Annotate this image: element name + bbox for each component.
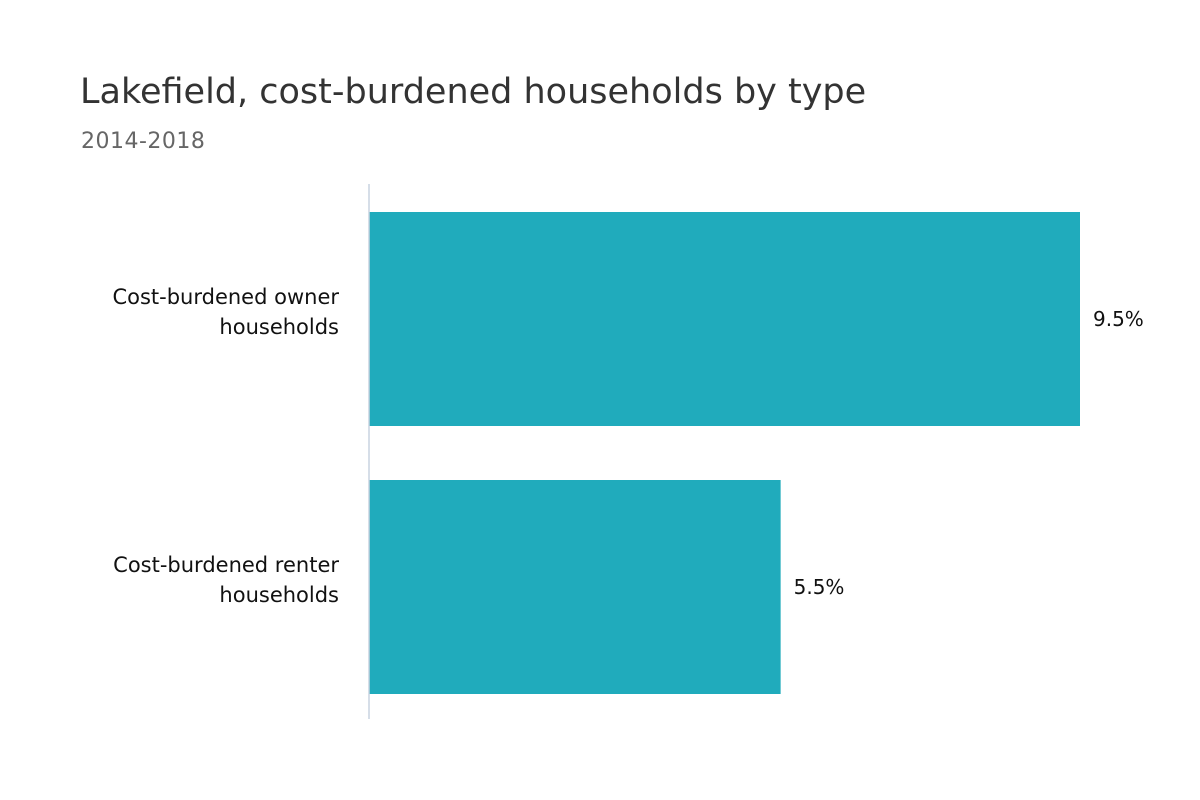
value-label-2: 5.5% (794, 575, 845, 599)
category-label-2-line-2: households (219, 583, 339, 607)
category-label-1-line-2: households (219, 315, 339, 339)
bar-2 (369, 480, 781, 694)
bar-1 (369, 212, 1080, 426)
category-label-2-line-1: Cost-burdened renter (113, 553, 339, 577)
value-label-1: 9.5% (1093, 307, 1144, 331)
chart-title: Lakefield, cost-burdened households by t… (80, 72, 867, 112)
chart-subtitle: 2014-2018 (81, 129, 206, 154)
category-label-1-line-1: Cost-burdened owner (112, 285, 339, 309)
